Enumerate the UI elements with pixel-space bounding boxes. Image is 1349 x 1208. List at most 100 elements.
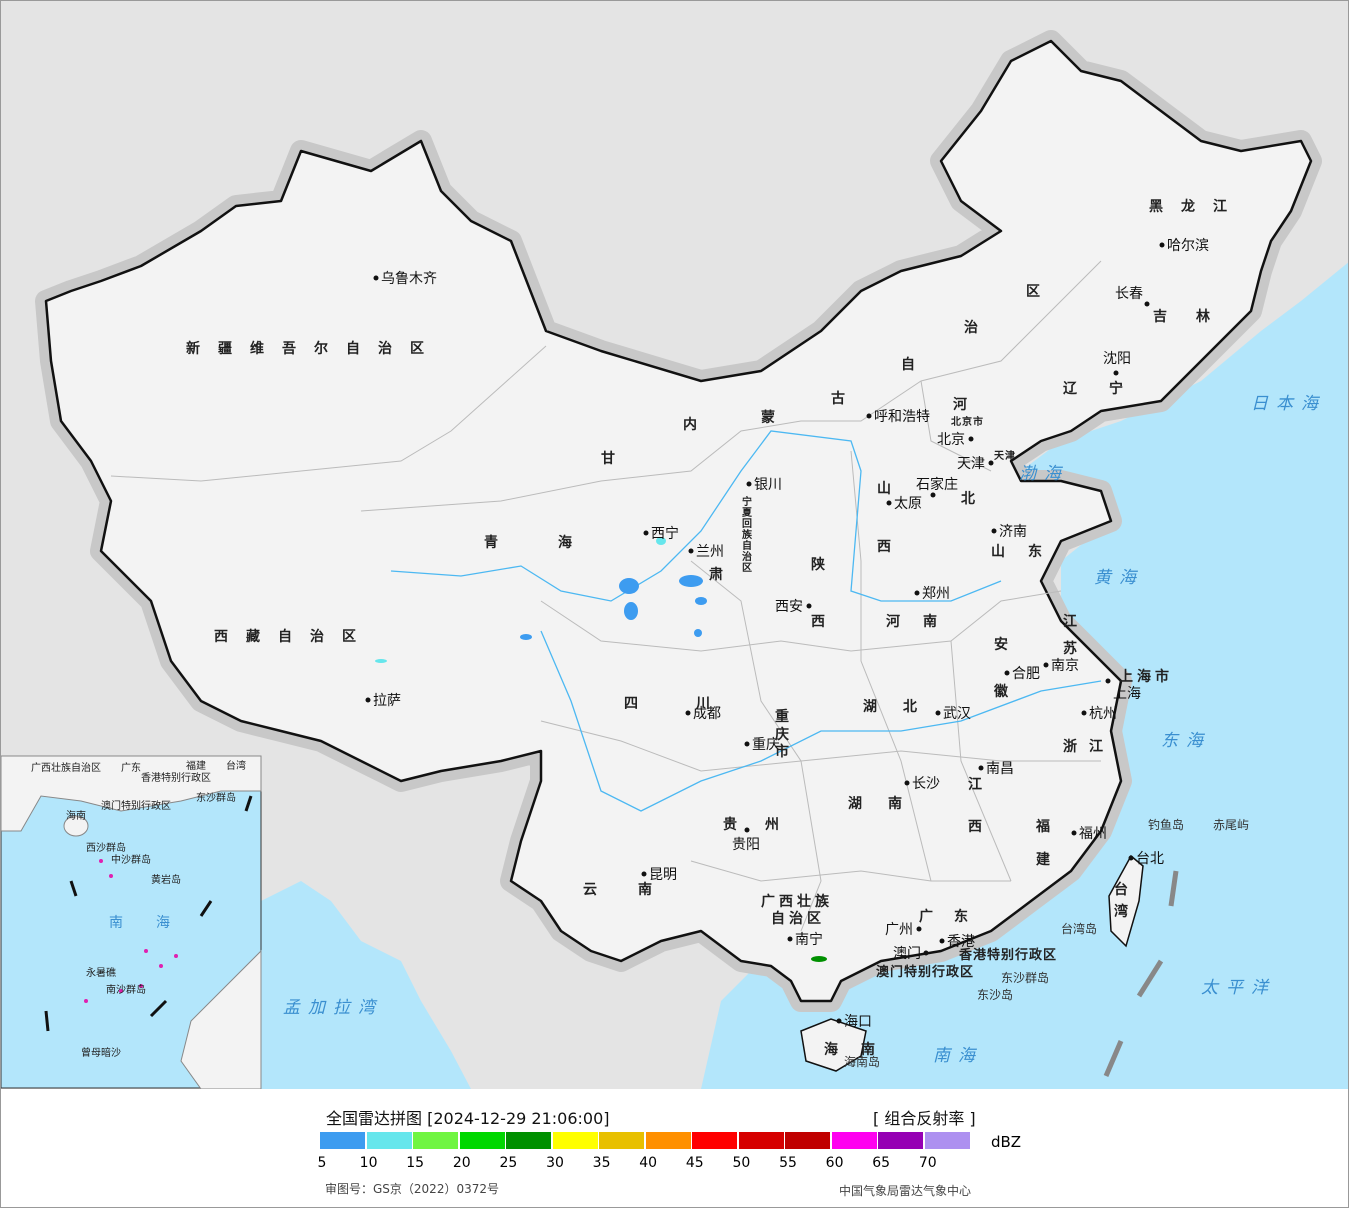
province-label: 江 xyxy=(1063,613,1081,630)
province-label: 宁 xyxy=(1109,380,1127,397)
sea-label: 东海 xyxy=(1161,731,1211,751)
city-marker xyxy=(746,481,752,487)
inset-label: 中沙群岛 xyxy=(111,853,151,866)
city-marker xyxy=(866,413,872,419)
province-label: 浙 xyxy=(1063,738,1081,755)
city-label: 天津 xyxy=(957,456,985,472)
city-label: 福州 xyxy=(1079,826,1107,842)
province-label: 南 xyxy=(923,613,941,630)
city-marker xyxy=(1105,678,1111,684)
city-marker xyxy=(988,460,994,466)
province-label: 重 xyxy=(775,708,793,725)
province-label: 陕 xyxy=(811,556,829,573)
province-label: 云 xyxy=(583,882,601,898)
province-label: 西 xyxy=(811,614,829,630)
south-sea-inset: 广西壮族自治区 广东 福建 台湾海南香港特别行政区澳门特别行政区东沙群岛西沙群岛中沙群… xyxy=(1,755,262,1089)
color-swatch xyxy=(599,1132,644,1149)
color-swatch xyxy=(366,1132,412,1149)
radar-map[interactable]: 乌鲁木齐拉萨西宁兰州银川呼和浩特北京天津石家庄太原济南郑州西安成都重庆武汉合肥南… xyxy=(1,1,1349,1089)
color-swatch xyxy=(924,1132,970,1149)
city-marker xyxy=(968,436,974,442)
province-label: 州 xyxy=(764,817,783,833)
city-label: 北京 xyxy=(937,432,965,448)
city-marker xyxy=(935,710,941,716)
province-borders xyxy=(110,260,1102,932)
inset-label: 福建 xyxy=(186,759,206,772)
city-label: 台北 xyxy=(1136,851,1164,867)
sea-label: 日本海 xyxy=(1251,394,1326,414)
city-marker xyxy=(904,780,910,786)
province-label: 台 xyxy=(1114,881,1132,898)
province-label: 南 xyxy=(638,881,656,898)
organization-label: 中国气象局雷达气象中心 xyxy=(839,1184,972,1198)
city-marker xyxy=(923,950,929,956)
province-label: 辽 xyxy=(1063,381,1081,397)
color-swatch xyxy=(413,1132,458,1149)
sea-area xyxy=(701,262,1348,1089)
province-label: 内 xyxy=(683,416,701,433)
island-label: 赤尾屿 xyxy=(1213,818,1249,832)
island-label: 海南岛 xyxy=(844,1054,880,1069)
city-marker xyxy=(1144,301,1150,307)
city-label: 贵阳 xyxy=(732,837,760,853)
city-label: 武汉 xyxy=(943,706,971,722)
city-label: 南宁 xyxy=(795,931,823,948)
scale-tick: 70 xyxy=(918,1155,937,1171)
city-label: 香港 xyxy=(947,934,975,950)
city-marker xyxy=(787,936,793,942)
color-scale xyxy=(320,1132,971,1149)
province-label: 吉 xyxy=(1153,308,1171,325)
city-marker xyxy=(1159,242,1165,248)
scale-tick: 10 xyxy=(359,1155,378,1171)
island-label: 台湾岛 xyxy=(1061,921,1097,936)
inset-label: 广东 xyxy=(121,761,141,774)
city-marker xyxy=(916,926,922,932)
inset-label: 澳门特别行政区 xyxy=(101,799,171,812)
province-label: 自 xyxy=(901,356,919,373)
scale-tick: 40 xyxy=(639,1155,658,1171)
city-label: 哈尔滨 xyxy=(1167,238,1209,254)
city-marker xyxy=(914,590,920,596)
province-label: 广 xyxy=(919,908,937,925)
city-label: 杭州 xyxy=(1089,706,1117,722)
city-marker xyxy=(744,741,750,747)
province-label: 南 xyxy=(888,795,906,812)
city-marker xyxy=(1071,830,1077,836)
sea-label: 孟加拉湾 xyxy=(283,998,383,1018)
inset-label: 香港特别行政区 xyxy=(141,771,211,784)
sea-label: 黄海 xyxy=(1094,568,1144,588)
city-marker xyxy=(1128,855,1134,861)
province-label: 新疆维吾尔自治区 xyxy=(186,340,442,357)
province-label: 山 xyxy=(877,481,895,497)
city-marker xyxy=(1081,710,1087,716)
city-label: 澳门 xyxy=(893,946,921,962)
province-label: 海 xyxy=(558,534,576,551)
scale-tick: 15 xyxy=(406,1155,425,1171)
city-marker xyxy=(806,603,812,609)
sea-label: 南海 xyxy=(933,1046,983,1066)
city-marker xyxy=(1004,670,1010,676)
city-marker xyxy=(978,765,984,771)
province-label: 南 xyxy=(861,1041,879,1058)
province-label: 庆 xyxy=(775,726,793,743)
province-label: 北 xyxy=(961,491,979,507)
color-swatch xyxy=(320,1132,365,1149)
province-label: 湖 xyxy=(848,796,866,812)
province-label: 澳门特别行政区 xyxy=(876,964,974,980)
city-marker xyxy=(1043,662,1049,668)
province-label: 自治区 xyxy=(771,910,825,927)
scale-tick: 60 xyxy=(825,1155,844,1171)
taiwan-island xyxy=(1108,854,1144,948)
city-marker xyxy=(939,938,945,944)
province-label: 古 xyxy=(831,390,849,407)
inset-label: 黄岩岛 xyxy=(151,873,181,886)
scale-tick: 20 xyxy=(452,1155,471,1171)
color-swatch xyxy=(831,1132,877,1149)
inset-label: 曾母暗沙 xyxy=(81,1046,121,1059)
hainan-island xyxy=(800,1018,867,1072)
province-labels: 新疆维吾尔自治区西藏自治区青 海甘肃内 蒙古自治区黑龙江吉 林辽 宁河北山西山东陕西河南… xyxy=(186,198,1227,1058)
province-label: 苏 xyxy=(1063,640,1081,657)
province-label: 河 xyxy=(953,396,971,413)
